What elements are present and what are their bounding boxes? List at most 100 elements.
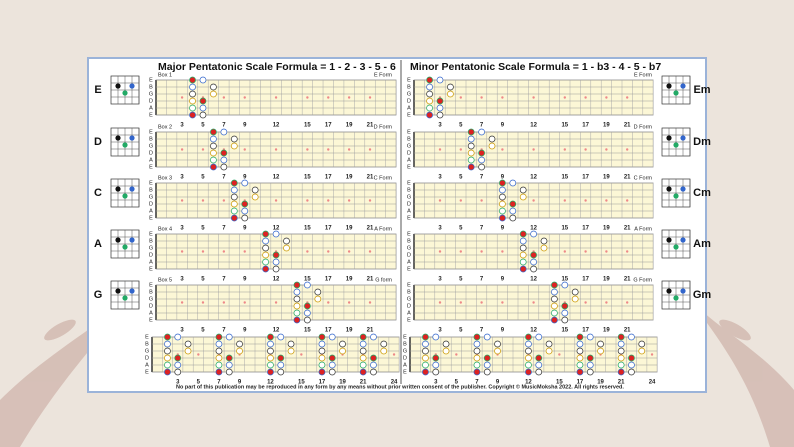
fret-number: 19	[346, 328, 353, 334]
scale-note	[304, 316, 311, 324]
form-label: E Form	[374, 72, 392, 78]
string-name: G	[407, 296, 411, 302]
chord-dot	[666, 288, 672, 294]
chord-dot	[115, 186, 121, 192]
fret-marker	[180, 250, 184, 253]
fret-number: 21	[618, 380, 625, 386]
scale-note	[184, 347, 192, 355]
form-label: D Form	[374, 124, 393, 130]
string-name: B	[149, 136, 153, 142]
fret-number: 21	[624, 328, 631, 334]
scale-note	[473, 361, 481, 369]
string-name: E	[407, 231, 411, 237]
string-name: G	[149, 245, 153, 251]
scale-note	[551, 295, 558, 303]
scale-note	[525, 340, 532, 348]
fret-number: 15	[556, 380, 563, 386]
root-note	[230, 214, 238, 222]
fret-marker	[300, 353, 303, 356]
chord-dot	[673, 193, 679, 199]
fret-number: 17	[325, 277, 332, 283]
fret-marker	[584, 250, 587, 253]
scale-note	[210, 135, 217, 143]
string-name: E	[149, 77, 153, 83]
fret-number: 15	[304, 328, 311, 334]
chord-name: E	[94, 84, 101, 96]
scale-note	[380, 340, 388, 348]
fret-number: 19	[603, 277, 610, 283]
fret-marker	[584, 148, 587, 151]
string-name: B	[407, 187, 411, 193]
scale-note	[220, 156, 228, 164]
scale-note	[436, 111, 444, 119]
fret-number: 21	[624, 123, 631, 129]
chord-dot	[115, 237, 121, 243]
fret-marker	[274, 148, 278, 151]
scale-note	[164, 354, 171, 362]
fret-number: 15	[298, 380, 305, 386]
string-name: E	[149, 317, 153, 323]
root-note	[174, 354, 182, 362]
scale-note	[494, 340, 501, 348]
root-note	[576, 368, 584, 376]
form-label: G form	[375, 277, 392, 283]
root-note	[304, 302, 311, 310]
fret-marker	[180, 148, 184, 151]
fret-number: 12	[273, 277, 280, 283]
scale-note	[426, 97, 433, 105]
scale-note	[499, 207, 506, 215]
fret-marker	[605, 148, 608, 151]
fret-number: 7	[222, 175, 226, 181]
fret-marker	[532, 96, 535, 99]
fret-marker	[222, 250, 226, 253]
root-note	[426, 76, 433, 84]
scale-note	[545, 340, 553, 348]
scale-note	[488, 135, 496, 143]
scale-note	[488, 142, 496, 150]
scale-note	[499, 200, 506, 208]
scale-note	[262, 244, 269, 252]
fret-marker	[222, 301, 226, 304]
chord-name: D	[94, 136, 102, 148]
scale-note	[571, 295, 579, 303]
scale-note	[432, 368, 440, 376]
fret-marker	[243, 250, 246, 253]
fret-number: 7	[222, 328, 226, 334]
scale-note	[189, 90, 196, 98]
scale-note	[551, 309, 558, 317]
scale-note	[359, 347, 367, 355]
root-note	[551, 281, 558, 289]
scale-note	[262, 251, 269, 259]
scale-note	[277, 368, 285, 376]
fret-marker	[197, 353, 200, 356]
string-name: E	[149, 129, 153, 135]
root-note	[551, 316, 558, 324]
scale-note	[236, 340, 243, 348]
form-label: C Form	[374, 175, 393, 181]
root-note	[359, 333, 367, 341]
root-note	[617, 368, 625, 376]
fret-marker	[501, 301, 504, 304]
scale-note	[628, 368, 635, 376]
scale-note	[318, 354, 326, 362]
root-note	[617, 333, 625, 341]
fret-marker	[368, 148, 372, 151]
string-name: A	[149, 259, 153, 265]
scale-note	[225, 333, 233, 341]
fret-number: 9	[501, 226, 505, 232]
root-note	[262, 265, 269, 273]
scale-note	[293, 295, 301, 303]
fret-number: 7	[222, 277, 226, 283]
fret-number: 3	[176, 380, 180, 386]
fret-marker	[243, 148, 246, 151]
fret-number: 15	[304, 175, 311, 181]
root-note	[277, 354, 285, 362]
string-name: E	[149, 282, 153, 288]
string-name: A	[149, 310, 153, 316]
scale-note	[339, 340, 346, 348]
scale-note	[277, 361, 285, 369]
scale-note	[447, 83, 454, 91]
form-label: A Form	[634, 226, 652, 232]
fret-number: 19	[346, 277, 353, 283]
string-name: A	[407, 105, 411, 111]
